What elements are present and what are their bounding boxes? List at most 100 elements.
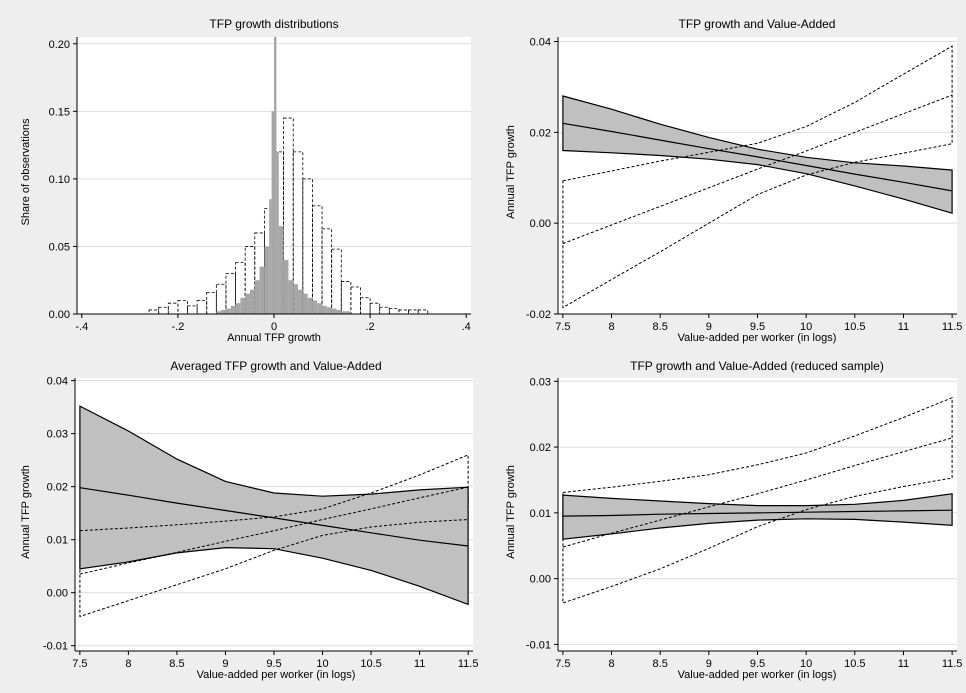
y-tick-label: -0.02: [526, 309, 551, 321]
y-tick-label: 0.10: [49, 174, 70, 186]
histogram-bar-filled: [307, 297, 313, 314]
x-tick-label: 8: [125, 658, 131, 670]
x-tick-label: -.4: [75, 321, 88, 333]
x-tick-label: 8.5: [653, 321, 668, 333]
histogram-bar-filled: [249, 289, 255, 314]
histogram-bar-dashed: [225, 273, 236, 315]
panel-averaged-tfp-growth-and-value-added: Averaged TFP growth and Value-Added Valu…: [20, 359, 478, 681]
fit-line-solid: [562, 509, 953, 517]
x-tick-label: 7.5: [555, 321, 570, 333]
x-tick-label: 9.5: [266, 658, 281, 670]
histogram-bar-filled: [317, 303, 323, 314]
histogram-bar-filled: [331, 308, 337, 314]
fit-line-dashed: [79, 486, 469, 575]
histogram-bar-filled: [240, 297, 246, 314]
histogram-bar-filled: [259, 266, 265, 314]
panel-title: Averaged TFP growth and Value-Added: [170, 359, 381, 373]
x-tick-label: 7.5: [555, 658, 570, 670]
x-tick-label: .2: [366, 321, 375, 333]
x-tick-label: 10.5: [360, 658, 381, 670]
x-tick-label: 9: [706, 658, 712, 670]
y-tick-label: 0.02: [530, 442, 551, 454]
histogram-bar-filled: [269, 199, 272, 314]
x-tick-label: 11: [414, 658, 425, 670]
y-tick-label: 0.04: [530, 37, 551, 49]
y-tick-label: 0.20: [49, 39, 70, 51]
histogram-bar-filled: [346, 311, 351, 314]
x-tick-label: 10.5: [844, 658, 865, 670]
x-tick-label: 10: [800, 321, 812, 333]
x-tick-label: .4: [462, 321, 471, 333]
histogram-bar-filled: [264, 246, 270, 314]
histogram-bar-filled: [221, 309, 226, 314]
panel-title: TFP growth distributions: [209, 17, 338, 31]
x-tick-label: 11.5: [942, 658, 963, 670]
panel-tfp-growth-and-value-added: TFP growth and Value-Added Value-added p…: [505, 17, 962, 344]
chart-marks: [79, 405, 469, 618]
fit-line-solid: [79, 487, 469, 547]
x-axis-label: Annual TFP growth: [227, 332, 321, 344]
x-axis-label: Value-added per worker (in logs): [678, 669, 837, 681]
confidence-band-shaded: [79, 405, 469, 606]
histogram-bar-dashed: [302, 178, 313, 315]
histogram-bar-filled: [302, 293, 308, 314]
x-tick-label: 8: [608, 658, 614, 670]
x-tick-label: 8.5: [653, 658, 668, 670]
histogram-bar-filled: [278, 226, 284, 314]
y-tick-label: 0.01: [530, 508, 551, 520]
y-tick-label: 0.02: [47, 482, 68, 494]
y-tick-label: 0.05: [49, 241, 70, 253]
x-tick-label: 11.5: [458, 658, 479, 670]
histogram-bar-dashed: [417, 309, 429, 315]
x-tick-label: 9: [222, 658, 228, 670]
y-tick-label: 0.04: [47, 376, 68, 388]
histogram-bar-filled: [336, 309, 342, 314]
histogram-bar-filled: [283, 259, 289, 314]
histogram-bar-filled: [216, 311, 222, 314]
histogram-bar-filled: [271, 111, 274, 314]
y-axis-label: Annual TFP growth: [505, 125, 517, 219]
y-axis-label: Annual TFP growth: [505, 465, 517, 559]
x-tick-label: 8: [608, 321, 614, 333]
y-tick-label: 0.00: [49, 309, 70, 321]
x-tick-label: -.2: [171, 321, 184, 333]
confidence-band-dashed: [79, 454, 469, 618]
histogram-bar-filled: [341, 311, 347, 314]
histogram-bar-filled: [245, 293, 250, 314]
x-axis-label: Value-added per worker (in logs): [678, 332, 837, 344]
histogram-bar-filled: [288, 280, 294, 314]
chart-marks: [148, 37, 429, 315]
y-tick-label: 0.15: [49, 106, 70, 118]
histogram-bar-filled: [230, 305, 236, 314]
x-tick-label: 7.5: [72, 658, 87, 670]
fit-line-solid: [562, 122, 953, 192]
y-tick-label: -0.01: [43, 641, 68, 653]
panel-title: TFP growth and Value-Added: [679, 17, 836, 31]
histogram-bar-filled: [312, 300, 318, 314]
histogram-bar-filled: [326, 307, 332, 314]
histogram-bar-filled: [225, 308, 231, 314]
y-tick-label: 0.00: [530, 218, 551, 230]
histogram-bar-filled: [274, 37, 277, 314]
x-tick-label: 9.5: [750, 321, 765, 333]
confidence-band-shaded: [562, 95, 953, 214]
x-tick-label: 10: [800, 658, 812, 670]
plot-area: -0.02 0.00 0.02 0.04 7.5 8 8.5 9 9.5 10 10.5 11 11.5: [526, 37, 963, 333]
fit-line-dashed: [562, 94, 953, 245]
histogram-bar-dashed: [148, 309, 160, 315]
y-tick-label: -0.01: [526, 639, 551, 651]
panel-tfp-growth-and-value-added-reduced-sample: TFP growth and Value-Added (reduced samp…: [505, 359, 962, 681]
y-axis-label: Annual TFP growth: [20, 465, 32, 559]
x-tick-label: 8.5: [169, 658, 184, 670]
histogram-bar-filled: [293, 284, 299, 314]
y-tick-label: 0.03: [530, 376, 551, 388]
y-tick-label: 0.00: [47, 588, 68, 600]
y-tick-label: 0.03: [47, 429, 68, 441]
y-tick-label: 0.02: [530, 127, 551, 139]
plot-area: 0.00 0.05 0.10 0.15 0.20 -.4 -.2 0 .2 .4: [49, 37, 471, 333]
fit-line-dashed: [562, 437, 953, 548]
histogram-bar-filled: [276, 151, 279, 314]
x-tick-label: 0: [271, 321, 277, 333]
chart-marks: [562, 396, 953, 604]
